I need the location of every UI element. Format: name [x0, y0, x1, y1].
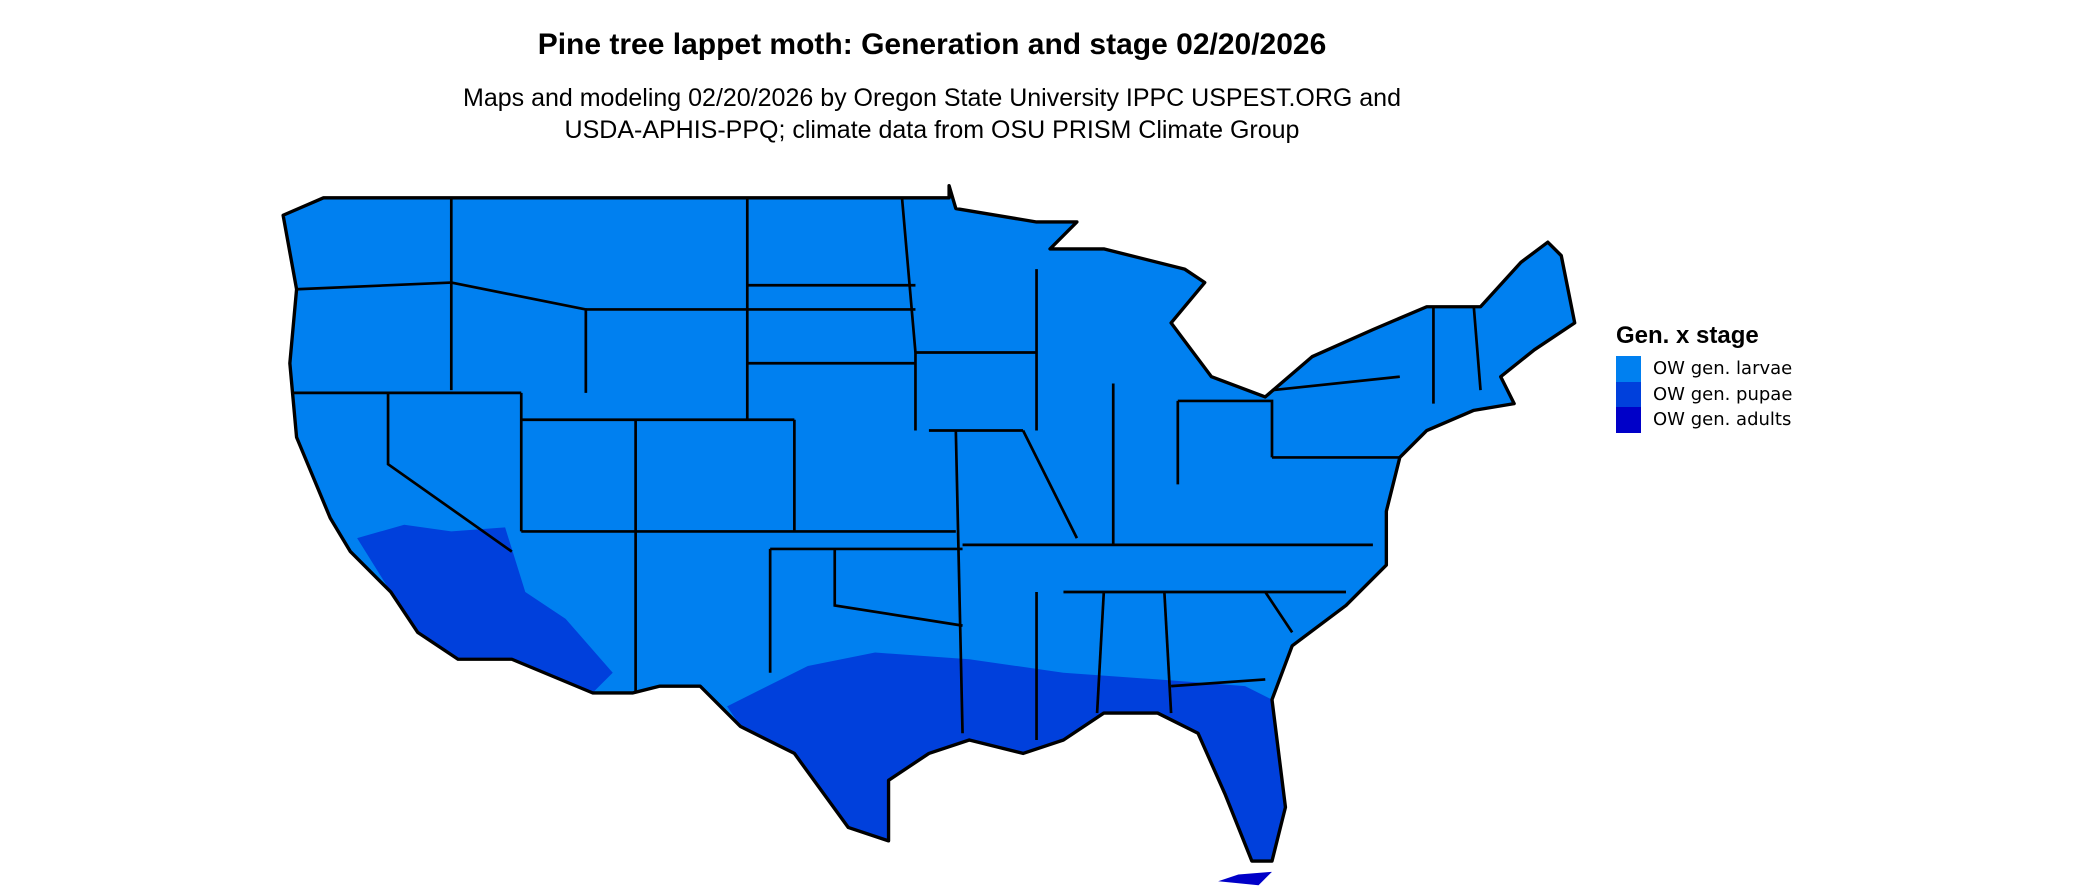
us-outline — [281, 183, 1577, 863]
map-subtitle-line-2: USDA-APHIS-PPQ; climate data from OSU PR… — [564, 116, 1300, 144]
adults-region — [1218, 871, 1272, 886]
legend: Gen. x stage OW gen. larvae OW gen. pupa… — [1616, 322, 1792, 433]
pupae-region-gulf — [727, 652, 1286, 862]
state-boundaries — [293, 197, 1482, 740]
legend-swatch — [1616, 407, 1641, 433]
legend-label: OW gen. pupae — [1653, 383, 1793, 405]
map-title: Pine tree lappet moth: Generation and st… — [537, 28, 1327, 61]
legend-label: OW gen. larvae — [1653, 358, 1793, 380]
pupae-region-southwest — [357, 524, 613, 693]
legend-item-pupae: OW gen. pupae — [1616, 381, 1793, 407]
legend-label: OW gen. adults — [1653, 409, 1792, 431]
legend-swatch — [1616, 356, 1641, 382]
legend-item-larvae: OW gen. larvae — [1616, 356, 1792, 382]
map-subtitle-line-1: Maps and modeling 02/20/2026 by Oregon S… — [463, 84, 1401, 112]
legend-swatch — [1616, 381, 1641, 407]
legend-item-adults: OW gen. adults — [1616, 407, 1792, 433]
legend-title: Gen. x stage — [1616, 322, 1759, 349]
